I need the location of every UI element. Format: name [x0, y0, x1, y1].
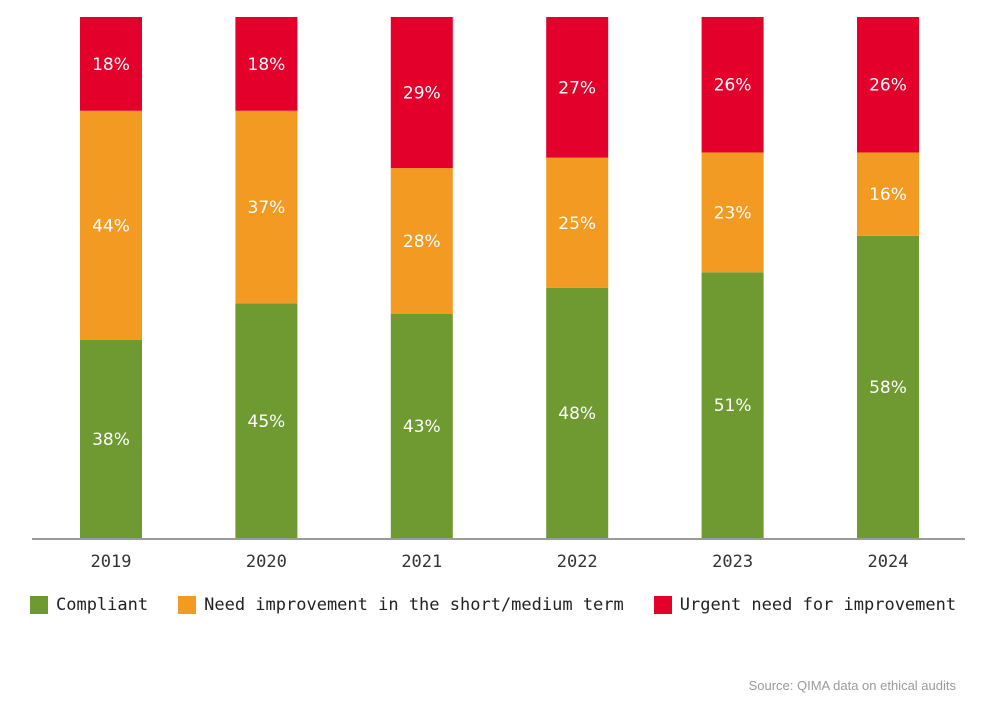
- legend-swatch-urgent-need: [653, 596, 672, 614]
- bar-segment: [390, 313, 453, 538]
- data-label: 43%: [403, 417, 441, 437]
- legend-item-urgent-need: Urgent need for improvement: [653, 595, 957, 615]
- x-tick-labels: 2019 2020 2021 2022 2023 2024: [91, 552, 909, 572]
- bar-segment: [857, 235, 919, 538]
- data-label: 18%: [248, 55, 286, 75]
- bar-segment: [80, 110, 142, 341]
- data-label: 26%: [869, 76, 907, 96]
- data-label: 28%: [403, 232, 441, 252]
- x-tick-label: 2021: [401, 552, 442, 572]
- data-label: 37%: [248, 198, 286, 218]
- x-tick-label: 2020: [246, 552, 287, 572]
- data-label: 27%: [558, 78, 596, 98]
- bar-segment: [80, 17, 142, 111]
- data-label: 51%: [714, 396, 752, 416]
- legend-swatch-compliant: [30, 596, 48, 614]
- data-label: 23%: [714, 203, 752, 223]
- bar-segment: [390, 168, 453, 314]
- data-label: 45%: [248, 412, 286, 432]
- data-label: 44%: [92, 216, 130, 236]
- x-tick-label: 2022: [557, 552, 598, 572]
- legend-label-need-improvement: Need improvement in the short/medium ter…: [204, 595, 624, 615]
- bar-segment: [857, 152, 919, 236]
- data-label: 58%: [869, 378, 907, 398]
- legend: Compliant Need improvement in the short/…: [30, 595, 986, 615]
- stacked-bar-chart: 38% 44% 18% 45% 37% 18% 43% 28% 29% 48% 25% 27% 51% 2…: [32, 17, 965, 572]
- bar-segment: [546, 17, 609, 158]
- bar-segment: [701, 272, 764, 538]
- legend-item-compliant: Compliant: [30, 595, 148, 615]
- legend-label-compliant: Compliant: [56, 595, 149, 615]
- bars-group: 38% 44% 18% 45% 37% 18% 43% 28% 29% 48% 25% 27% 51% 2…: [80, 17, 919, 538]
- legend-swatch-need-improvement: [178, 596, 197, 614]
- bar-segment: [390, 17, 453, 169]
- bar-segment: [235, 110, 298, 304]
- legend-label-urgent-need: Urgent need for improvement: [679, 595, 957, 615]
- data-label: 38%: [92, 430, 130, 450]
- bar-segment: [857, 17, 919, 153]
- bar-segment: [701, 152, 764, 273]
- data-label: 16%: [869, 185, 907, 205]
- bar-segment: [546, 157, 609, 288]
- bar-segment: [80, 340, 142, 538]
- data-label: 25%: [558, 214, 596, 234]
- bar-segment: [235, 303, 298, 538]
- data-label: 18%: [92, 55, 130, 75]
- source-note: Source: QIMA data on ethical audits: [748, 678, 956, 693]
- data-label: 29%: [403, 84, 441, 104]
- bar-segment: [235, 17, 298, 111]
- x-tick-label: 2023: [712, 552, 753, 572]
- legend-item-need-improvement: Need improvement in the short/medium ter…: [178, 595, 624, 615]
- x-tick-label: 2019: [91, 552, 132, 572]
- bar-segment: [546, 287, 609, 538]
- bar-segment: [701, 17, 764, 153]
- data-label: 26%: [714, 76, 752, 96]
- data-label: 48%: [558, 404, 596, 424]
- x-tick-label: 2024: [868, 552, 909, 572]
